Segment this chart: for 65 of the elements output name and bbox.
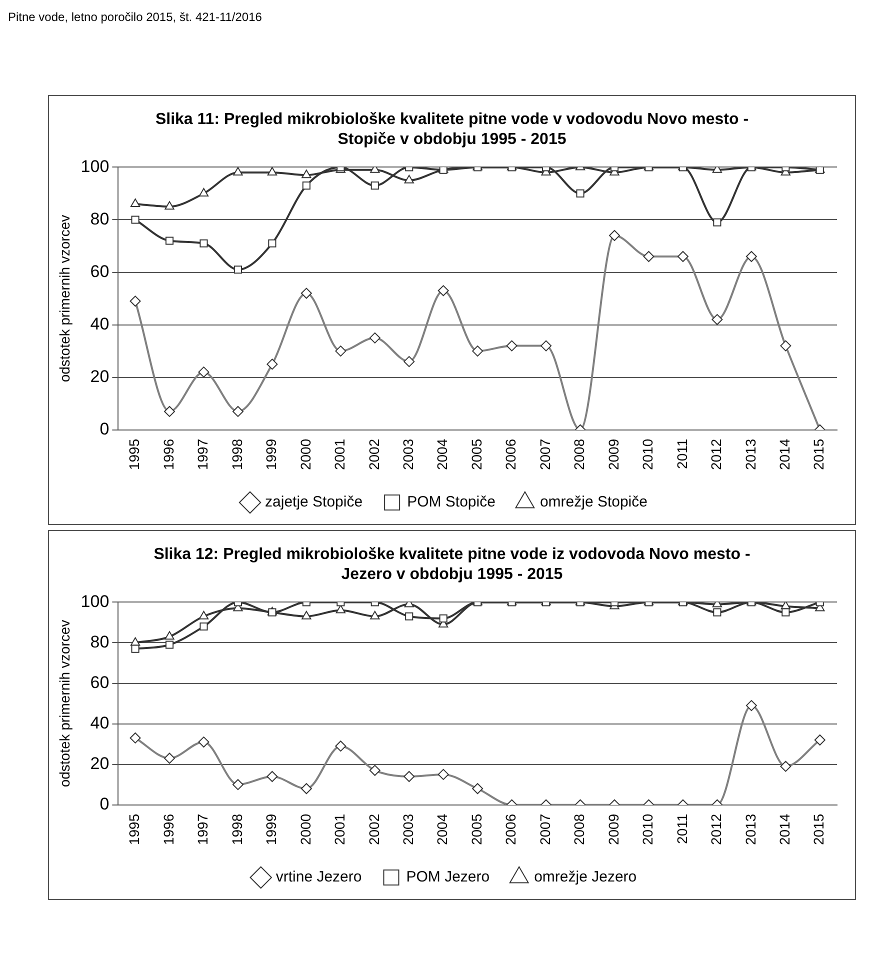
x-tick-label: 2004 [434, 814, 450, 846]
x-tick-label: 1998 [228, 438, 245, 470]
x-tick-label: 2010 [640, 438, 656, 470]
x-tick-label: 2001 [332, 814, 348, 846]
x-tick-label: 2003 [400, 814, 416, 846]
x-tick-label: 2014 [776, 438, 793, 470]
x-tick-label: 2009 [605, 438, 622, 470]
x-tick-label: 2008 [571, 438, 588, 470]
x-tick-label: 1999 [263, 438, 280, 470]
x-tick-label: 2011 [674, 438, 690, 469]
x-tick-label: 2005 [468, 814, 484, 846]
x-tick-label: 2004 [434, 438, 450, 470]
y-tick-label: 60 [90, 262, 110, 281]
legend-label: omrežje Stopiče [540, 494, 648, 511]
x-tick-label: 1995 [126, 814, 142, 846]
x-tick-label: 2008 [571, 814, 588, 846]
y-tick-label: 80 [90, 209, 110, 228]
legend-label: omrežje Jezero [534, 868, 637, 886]
x-tick-label: 2007 [536, 814, 553, 846]
x-tick-label: 2013 [742, 814, 758, 846]
y-tick-label: 40 [90, 713, 110, 732]
x-tick-label: 2002 [366, 438, 382, 470]
y-axis-title: odstotek primernih vzorcev [56, 620, 72, 788]
x-tick-label: 2015 [810, 814, 827, 846]
x-tick-label: 2007 [536, 438, 553, 470]
legend-label: zajetje Stopiče [265, 494, 363, 511]
y-tick-label: 20 [90, 367, 110, 386]
x-tick-label: 2001 [332, 438, 348, 470]
x-tick-label: 2000 [297, 814, 314, 846]
x-tick-label: 1998 [228, 814, 245, 846]
x-tick-label: 2006 [502, 814, 519, 846]
x-tick-label: 2013 [742, 438, 758, 470]
x-tick-label: 2015 [810, 438, 827, 470]
x-tick-label: 2005 [468, 438, 484, 470]
x-tick-label: 1997 [194, 438, 211, 470]
y-tick-label: 20 [90, 754, 110, 774]
legend-label: POM Stopiče [407, 494, 496, 511]
x-tick-label: 2000 [297, 438, 314, 470]
x-tick-label: 1996 [160, 814, 176, 846]
y-tick-label: 60 [90, 672, 110, 692]
x-tick-label: 2011 [674, 814, 690, 844]
chart-title: Slika 12: Pregled mikrobiološke kvalitete pitne vode iz vodovoda Novo mesto - Jezero v obdobju 1995 - 2015 [152, 545, 752, 585]
x-tick-label: 2012 [708, 814, 724, 846]
y-tick-label: 40 [90, 314, 110, 334]
x-tick-label: 1997 [194, 814, 211, 846]
x-tick-label: 2012 [708, 438, 724, 470]
text: Pitne vode, letno poročilo 2015, št. 421-11/2016 [8, 10, 262, 24]
x-tick-label: 2002 [366, 814, 382, 846]
legend-label: POM Jezero [406, 868, 490, 886]
x-tick-label: 2006 [502, 438, 519, 470]
x-tick-label: 2014 [776, 814, 793, 846]
x-tick-label: 2010 [640, 814, 656, 846]
legend-label: vrtine Jezero [276, 868, 362, 886]
y-tick-label: 100 [80, 592, 110, 611]
x-tick-label: 2009 [605, 814, 622, 846]
chart-title: Slika 11: Pregled mikrobiološke kvalitete pitne vode v vodovodu Novo mesto - Stopiče v obdobju 1995 - 2015 [154, 110, 750, 150]
x-tick-label: 1996 [160, 438, 176, 470]
y-tick-label: 80 [90, 632, 110, 652]
y-tick-label: 100 [80, 156, 110, 176]
x-tick-label: 2003 [400, 438, 416, 470]
x-tick-label: 1995 [126, 438, 142, 470]
y-axis-title: odstotek primernih vzorcev [56, 214, 72, 382]
y-tick-label: 0 [100, 794, 110, 814]
y-tick-label: 0 [100, 420, 110, 439]
x-tick-label: 1999 [263, 814, 280, 846]
